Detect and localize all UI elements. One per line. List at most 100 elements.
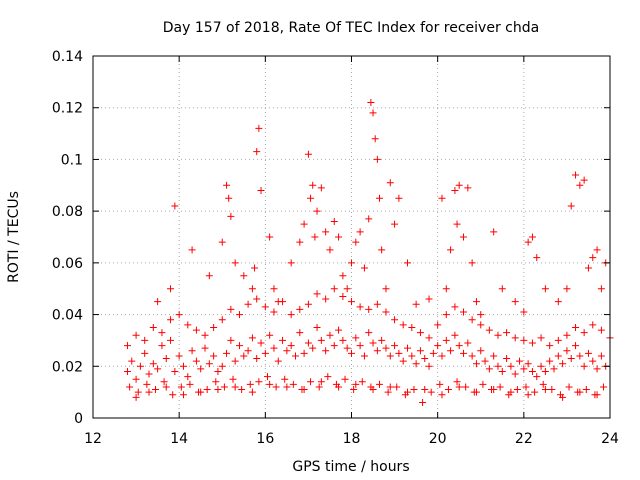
data-point [537,334,545,342]
data-point [255,378,263,386]
data-point [175,352,183,360]
data-point [376,194,384,202]
data-point [158,329,166,337]
data-point [391,220,399,228]
data-point [399,321,407,329]
data-point [572,324,580,331]
data-point [404,388,412,396]
data-point [468,316,476,324]
data-point [442,285,450,293]
data-point [513,386,521,394]
data-point [315,383,323,391]
data-point [141,336,149,344]
data-point [132,393,140,401]
data-point [352,334,360,342]
data-point [451,186,459,194]
data-point [279,336,287,344]
data-point [382,344,390,352]
data-point [365,329,373,337]
data-point [326,331,334,339]
data-point [580,176,588,184]
data-point [248,334,256,342]
data-point [472,360,480,368]
data-point [373,155,381,163]
data-point [248,388,256,396]
data-point [227,305,235,313]
data-point [451,331,459,339]
data-point [490,386,498,394]
data-point [317,184,325,192]
data-point [460,349,468,357]
data-point [192,326,200,334]
data-point [231,357,239,365]
data-point [582,386,590,394]
data-point [270,344,278,352]
data-point [477,347,485,355]
data-point [462,383,470,391]
data-point [378,336,386,344]
data-point [326,246,334,254]
data-point [369,386,377,394]
data-point [416,347,424,355]
data-point [438,391,446,399]
data-point [201,331,209,339]
data-point [188,347,196,355]
data-point [335,233,343,241]
data-point [149,360,157,368]
data-point [238,386,246,394]
data-point [296,305,304,313]
data-point [126,383,134,391]
x-tick-label: 22 [515,431,533,447]
data-point [272,383,280,391]
data-point [520,365,528,373]
data-point [343,285,351,293]
data-point [179,391,187,399]
data-point [503,355,511,363]
data-point [511,334,519,342]
data-point [283,347,291,355]
data-point [167,285,175,293]
data-point [255,124,263,132]
data-point [330,285,338,293]
data-point [214,367,222,375]
data-point [365,215,373,223]
data-point [468,352,476,360]
data-point [192,357,200,365]
data-point [485,326,493,334]
x-tick-label: 12 [84,431,102,447]
data-point [317,378,325,386]
data-point [524,360,532,368]
data-point [227,336,235,344]
data-point [460,308,468,316]
data-point [442,311,450,319]
data-point [227,212,235,220]
data-point [408,324,416,331]
data-point [266,233,274,241]
data-point [257,339,265,347]
data-point [421,386,429,394]
data-points [123,99,614,406]
data-point [468,259,476,267]
data-point [447,347,455,355]
data-point [376,380,384,388]
data-point [584,264,592,272]
data-point [447,246,455,254]
data-point [373,347,381,355]
data-point [251,264,259,272]
data-point [240,352,248,360]
data-point [369,109,377,117]
data-point [339,272,347,280]
data-point [128,357,136,365]
data-point [589,254,597,262]
data-point [162,383,170,391]
data-point [600,383,608,391]
data-point [257,186,265,194]
data-point [169,391,177,399]
data-point [597,285,605,293]
data-point [481,357,489,365]
data-point [356,303,364,311]
data-point [367,99,375,107]
x-tick-label: 24 [601,431,619,447]
data-point [393,383,401,391]
data-point [244,347,252,355]
